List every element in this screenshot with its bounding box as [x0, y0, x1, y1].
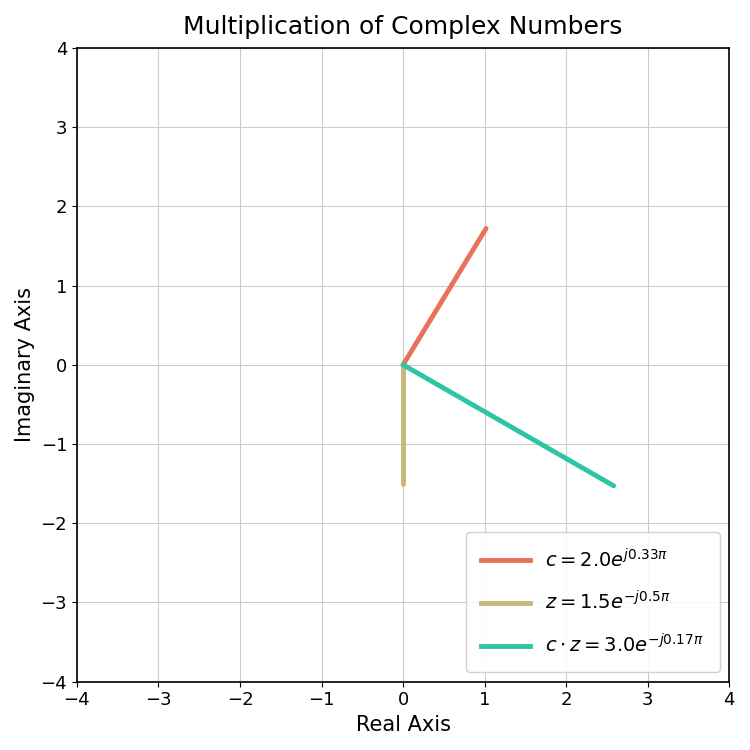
Legend: $c = 2.0e^{j0.33\pi}$, $z = 1.5e^{-j0.5\pi}$, $c \cdot z = 3.0e^{-j0.17\pi}$: $c = 2.0e^{j0.33\pi}$, $z = 1.5e^{-j0.5\…: [466, 532, 719, 672]
Y-axis label: Imaginary Axis: Imaginary Axis: [15, 287, 35, 442]
Title: Multiplication of Complex Numbers: Multiplication of Complex Numbers: [184, 15, 622, 39]
X-axis label: Real Axis: Real Axis: [356, 715, 451, 735]
